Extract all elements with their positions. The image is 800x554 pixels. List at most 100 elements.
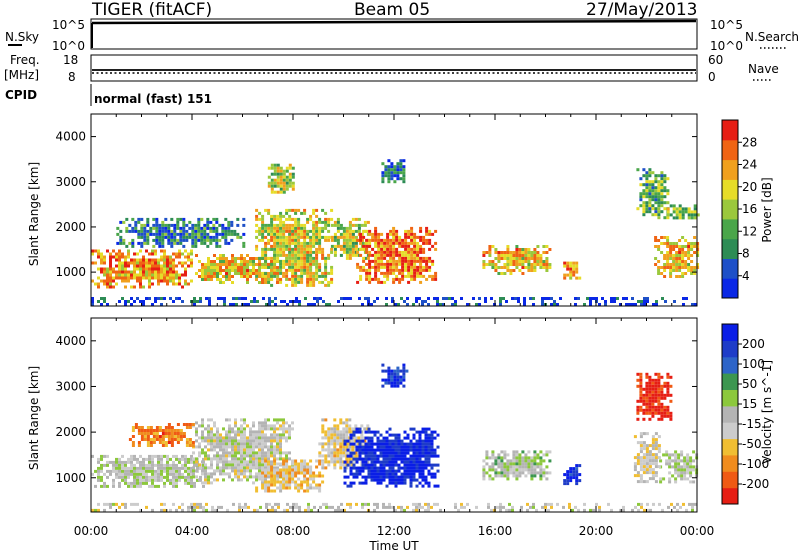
data-cell-0-0: [97, 276, 100, 280]
data-cell-0-0: [187, 282, 190, 286]
data-cell-1-1: [249, 436, 252, 440]
data-cell-1-4: [339, 418, 343, 422]
data-cell-0-2: [161, 244, 165, 248]
data-cell-1-0: [163, 475, 166, 479]
data-cell-0-2: [161, 220, 165, 224]
data-cell-1-6: [393, 384, 397, 388]
data-cell-1-5: [373, 430, 377, 434]
data-cell-1-12: [511, 508, 514, 512]
data-cell-1-5: [361, 445, 365, 449]
data-cell-0-6: [410, 259, 414, 263]
data-cell-0-6: [356, 265, 360, 269]
data-cell-1-7: [545, 471, 549, 475]
data-cell-0-12: [690, 213, 694, 217]
data-cell-1-0: [145, 457, 148, 461]
data-cell-1-1: [285, 454, 288, 458]
data-cell-0-10: [654, 180, 658, 184]
data-cell-1-1: [249, 451, 252, 455]
data-cell-0-13: [664, 300, 667, 303]
data-cell-1-5: [376, 442, 380, 446]
data-cell-0-11: [684, 266, 688, 269]
data-cell-0-6: [419, 235, 423, 239]
data-cell-0-10: [645, 192, 649, 196]
data-cell-1-1: [240, 445, 243, 449]
data-cell-0-2: [242, 232, 246, 236]
data-cell-1-0: [103, 484, 106, 488]
data-cell-0-13: [433, 297, 436, 300]
data-cell-1-0: [97, 472, 100, 476]
data-cell-1-7: [488, 477, 492, 481]
data-cell-0-2: [197, 235, 201, 239]
data-cell-0-1: [213, 272, 216, 275]
data-cell-0-6: [377, 262, 381, 266]
data-cell-0-3: [270, 274, 274, 278]
data-cell-0-3: [282, 235, 286, 239]
data-cell-1-5: [394, 451, 398, 455]
data-cell-1-12: [202, 505, 205, 509]
data-cell-0-3: [309, 265, 313, 269]
data-cell-0-10: [645, 189, 649, 193]
data-cell-0-2: [155, 223, 159, 227]
colorbar-swatch: [722, 199, 738, 220]
data-cell-0-12: [672, 210, 676, 214]
data-cell-1-1: [267, 463, 270, 467]
data-cell-1-2: [273, 480, 277, 484]
data-cell-1-1: [228, 451, 231, 455]
data-cell-0-9: [572, 264, 576, 268]
data-cell-0-5: [333, 232, 337, 236]
data-cell-1-12: [454, 505, 457, 509]
data-cell-1-4: [342, 421, 346, 425]
data-cell-0-7: [384, 171, 388, 175]
data-cell-0-3: [294, 256, 298, 260]
data-cell-0-8: [542, 263, 546, 266]
data-cell-0-13: [541, 303, 544, 306]
data-cell-1-9: [660, 387, 664, 391]
data-cell-1-11: [639, 456, 643, 460]
data-cell-1-1: [207, 478, 210, 482]
data-cell-1-5: [415, 445, 419, 449]
data-cell-1-0: [169, 463, 172, 467]
data-cell-1-1: [279, 436, 282, 440]
data-cell-0-0: [130, 285, 133, 289]
data-cell-1-7: [512, 456, 516, 460]
data-cell-0-8: [518, 257, 522, 260]
data-cell-1-7: [530, 468, 534, 472]
data-cell-0-4: [291, 181, 295, 185]
data-cell-0-13: [142, 303, 145, 306]
data-cell-0-6: [428, 274, 432, 278]
data-cell-0-6: [401, 268, 405, 272]
date-label: 27/May/2013: [586, 0, 698, 20]
data-cell-0-2: [194, 241, 198, 245]
data-cell-1-3: [161, 435, 165, 438]
data-cell-0-7: [390, 171, 394, 175]
data-cell-1-5: [427, 457, 431, 461]
data-cell-0-3: [300, 262, 304, 266]
data-cell-0-4: [288, 166, 292, 170]
data-cell-1-1: [243, 418, 246, 422]
data-cell-0-2: [230, 220, 234, 224]
data-cell-0-10: [642, 174, 646, 178]
data-cell-0-0: [118, 273, 121, 277]
data-cell-1-9: [639, 381, 643, 385]
data-cell-1-5: [418, 457, 422, 461]
data-cell-0-6: [407, 265, 411, 269]
data-cell-1-11: [639, 468, 643, 472]
data-cell-0-3: [318, 244, 322, 248]
data-cell-0-7: [399, 171, 403, 175]
data-cell-1-7: [494, 471, 498, 475]
data-cell-0-5: [351, 217, 355, 221]
data-cell-1-7: [503, 465, 507, 469]
data-cell-1-9: [657, 393, 661, 397]
data-cell-1-4: [354, 436, 358, 440]
data-cell-1-10: [662, 453, 666, 457]
data-cell-1-3: [137, 441, 141, 444]
data-cell-1-11: [642, 462, 646, 466]
data-cell-1-6: [396, 381, 400, 385]
data-cell-1-5: [400, 454, 404, 458]
data-cell-1-0: [124, 460, 127, 464]
data-cell-0-3: [276, 280, 280, 284]
data-cell-1-2: [315, 486, 319, 490]
data-cell-1-7: [545, 450, 549, 454]
data-cell-1-6: [396, 384, 400, 388]
data-cell-0-2: [155, 220, 159, 224]
